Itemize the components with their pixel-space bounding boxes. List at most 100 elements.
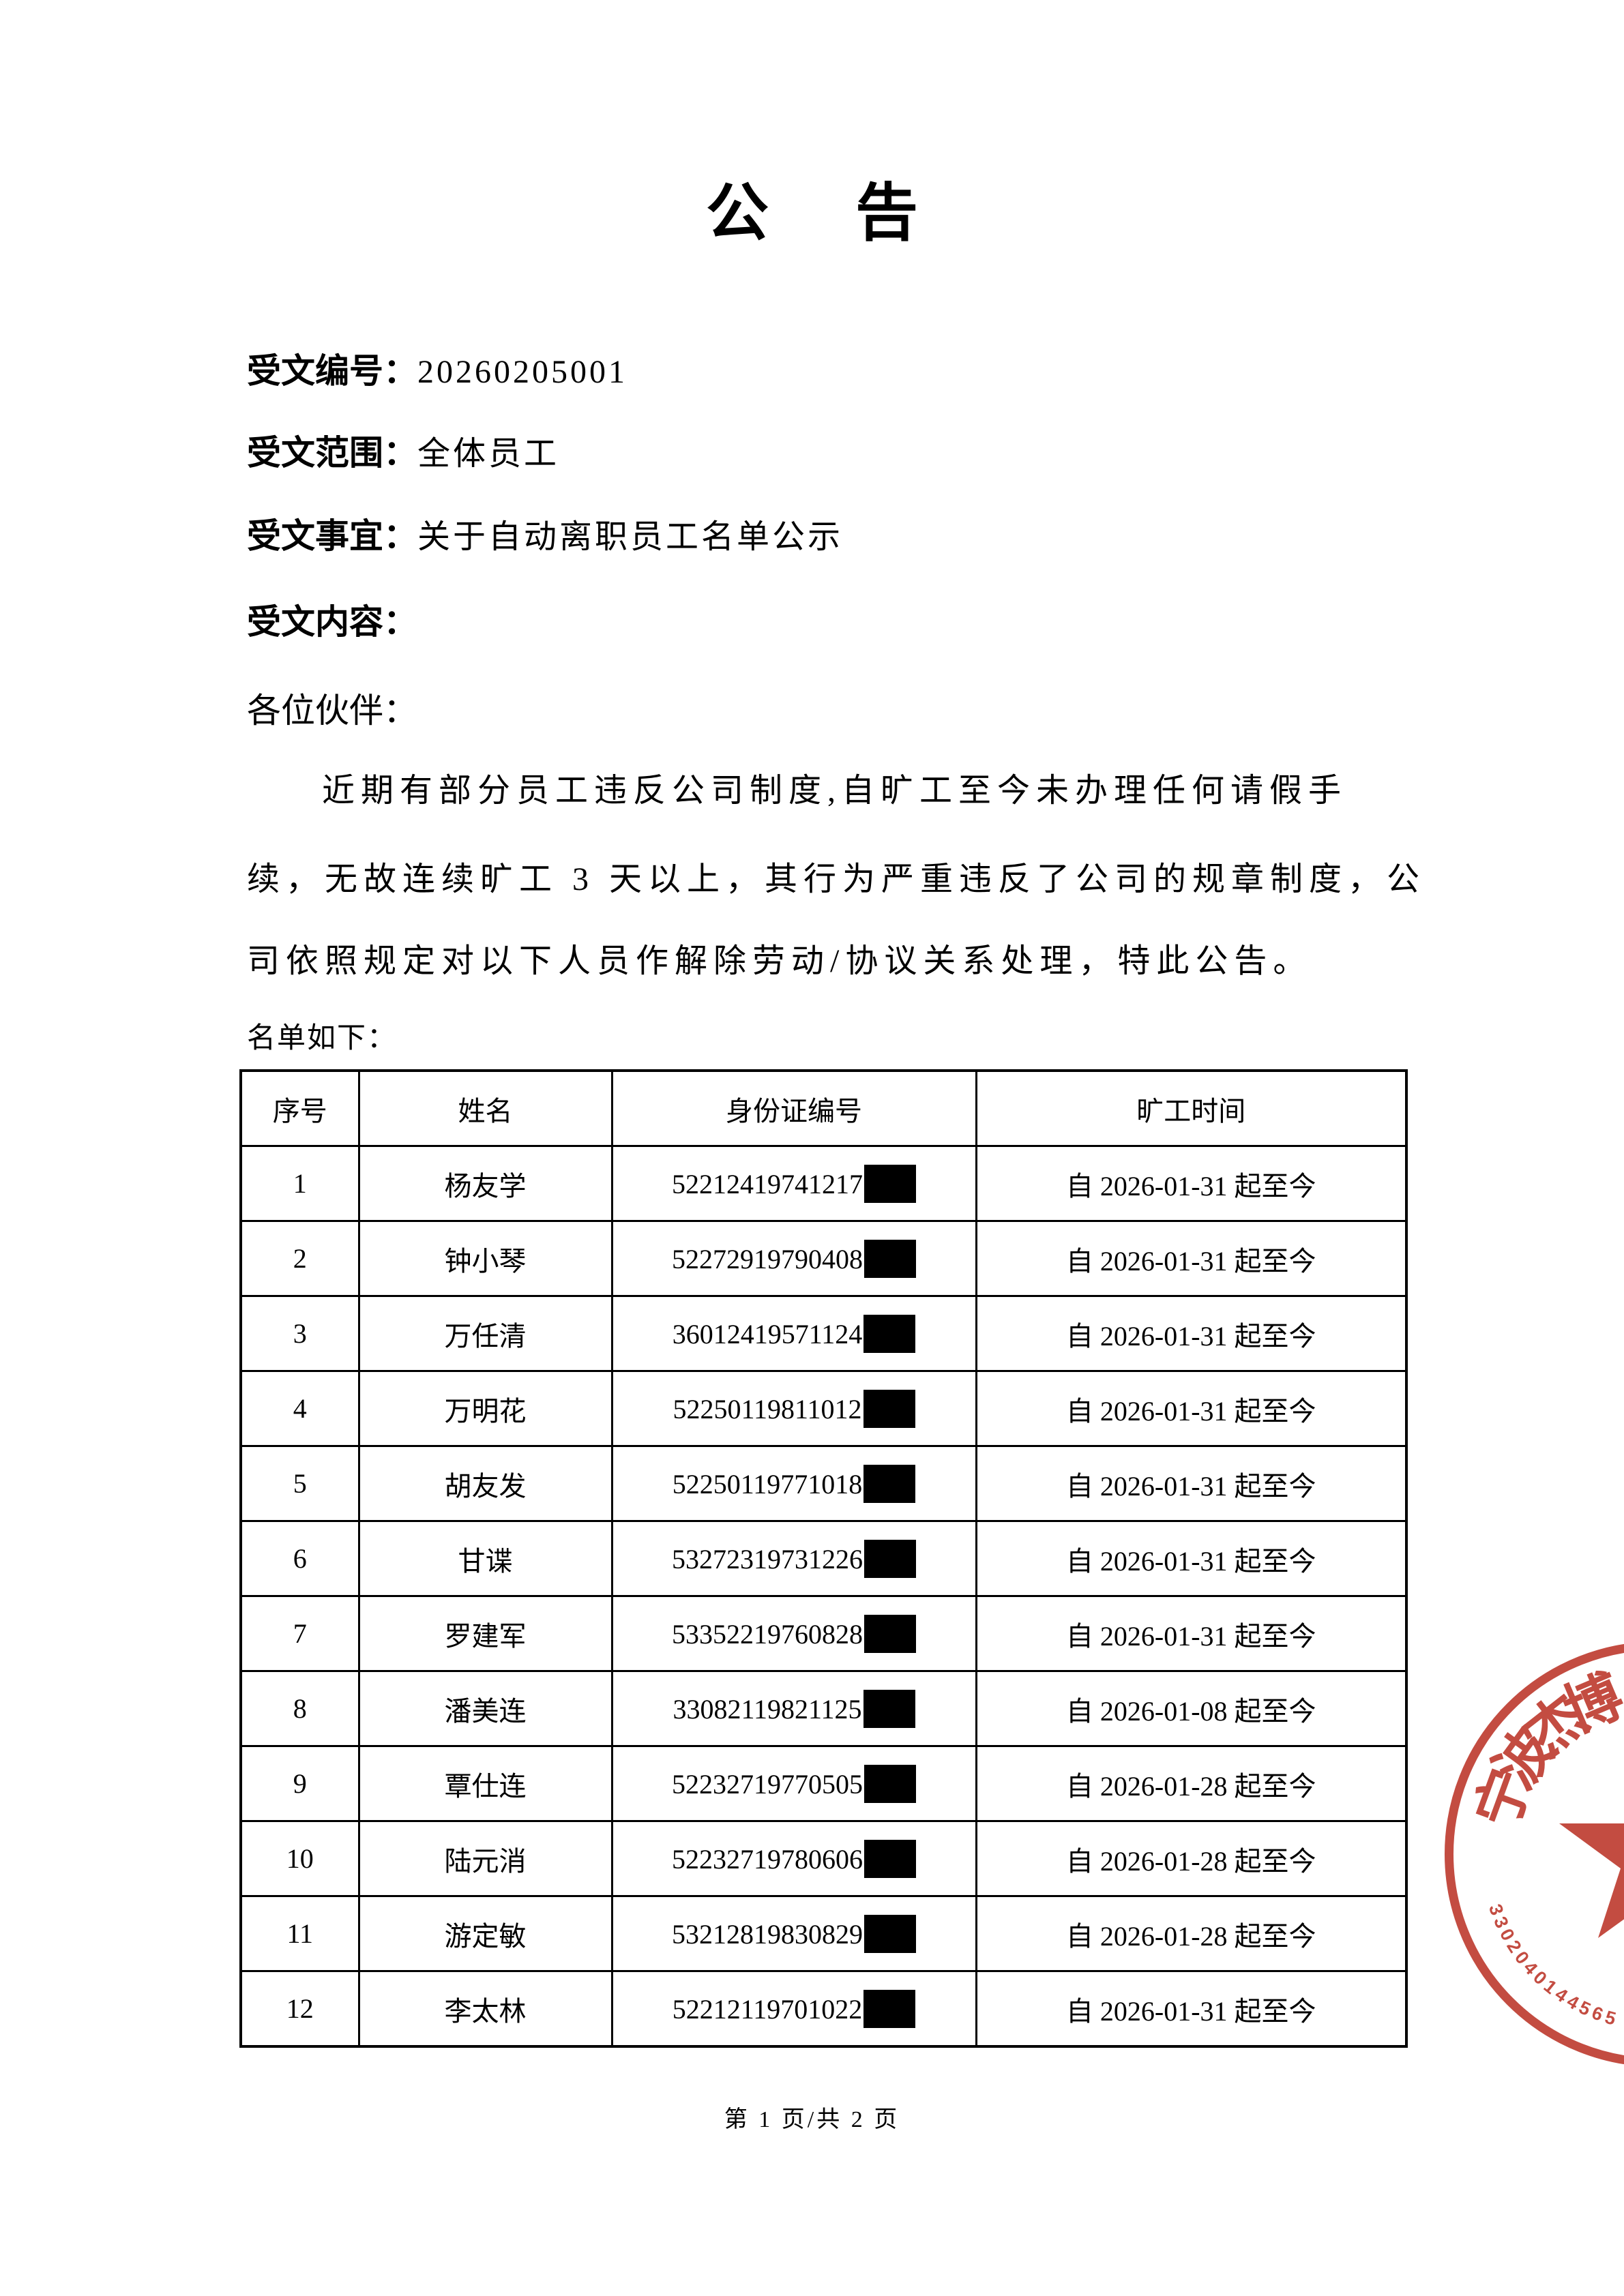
- field-doc-number: 受文编号：20260205001: [247, 352, 628, 391]
- absentee-table: 序号 姓名 身份证编号 旷工时间 1 杨友学 52212419741217 自 …: [239, 1069, 1408, 2048]
- id-digits: 52250119811012: [673, 1393, 862, 1425]
- field-doc-number-value: 20260205001: [417, 354, 628, 390]
- list-caption: 名单如下：: [247, 1023, 398, 1054]
- cell-id-number: 52272919790408: [610, 1220, 977, 1297]
- cell-absence-period: 自 2026-01-31 起至今: [975, 1295, 1408, 1372]
- redaction-box: [864, 1164, 916, 1203]
- cell-id-number: 52250119811012: [610, 1370, 977, 1447]
- table-row: 2 钟小琴 52272919790408 自 2026-01-31 起至今: [239, 1220, 1408, 1297]
- redaction-box: [864, 1614, 916, 1653]
- cell-name: 杨友学: [357, 1145, 613, 1222]
- field-doc-subject-label: 受文事宜：: [247, 517, 417, 555]
- cell-absence-period: 自 2026-01-08 起至今: [975, 1670, 1408, 1747]
- id-digits: 53212819830829: [672, 1918, 863, 1950]
- redaction-box: [863, 1689, 915, 1728]
- cell-name: 潘美连: [357, 1670, 613, 1747]
- id-digits: 52232719770505: [672, 1768, 863, 1800]
- table-row: 8 潘美连 33082119821125 自 2026-01-08 起至今: [239, 1670, 1408, 1747]
- cell-absence-period: 自 2026-01-28 起至今: [975, 1745, 1408, 1822]
- cell-id-number: 52232719770505: [610, 1745, 977, 1822]
- field-doc-content: 受文内容：: [247, 603, 417, 642]
- header-id-number: 身份证编号: [610, 1069, 977, 1147]
- header-absence-period: 旷工时间: [975, 1069, 1408, 1147]
- redaction-box: [864, 1839, 916, 1878]
- table-row: 9 覃仕连 52232719770505 自 2026-01-28 起至今: [239, 1745, 1408, 1822]
- cell-index: 6: [239, 1520, 360, 1597]
- cell-index: 1: [239, 1145, 360, 1222]
- salutation: 各位伙伴：: [247, 691, 417, 730]
- field-doc-scope-value: 全体员工: [417, 436, 560, 472]
- cell-name: 万任清: [357, 1295, 613, 1372]
- id-digits: 52272919790408: [672, 1243, 863, 1274]
- table-row: 6 甘谍 53272319731226 自 2026-01-31 起至今: [239, 1520, 1408, 1597]
- cell-id-number: 53212819830829: [610, 1895, 977, 1972]
- cell-index: 10: [239, 1820, 360, 1897]
- table-row: 1 杨友学 52212419741217 自 2026-01-31 起至今: [239, 1145, 1408, 1222]
- field-doc-number-label: 受文编号：: [247, 352, 417, 390]
- cell-id-number: 52250119771018: [610, 1445, 977, 1522]
- cell-index: 4: [239, 1370, 360, 1447]
- cell-absence-period: 自 2026-01-31 起至今: [975, 1970, 1408, 2048]
- cell-id-number: 52212419741217: [610, 1145, 977, 1222]
- table-row: 12 李太林 52212119701022 自 2026-01-31 起至今: [239, 1970, 1408, 2048]
- cell-absence-period: 自 2026-01-28 起至今: [975, 1895, 1408, 1972]
- page-number: 第 1 页/共 2 页: [724, 2107, 900, 2132]
- redaction-box: [864, 1239, 916, 1278]
- cell-index: 9: [239, 1745, 360, 1822]
- id-digits: 53352219760828: [672, 1618, 863, 1650]
- cell-name: 万明花: [357, 1370, 613, 1447]
- table-row: 7 罗建军 53352219760828 自 2026-01-31 起至今: [239, 1595, 1408, 1672]
- cell-absence-period: 自 2026-01-31 起至今: [975, 1595, 1408, 1672]
- cell-name: 游定敏: [357, 1895, 613, 1972]
- cell-name: 陆元消: [357, 1820, 613, 1897]
- id-digits: 52250119771018: [672, 1468, 863, 1500]
- cell-name: 胡友发: [357, 1445, 613, 1522]
- cell-absence-period: 自 2026-01-31 起至今: [975, 1220, 1408, 1297]
- cell-index: 11: [239, 1895, 360, 1972]
- cell-id-number: 52212119701022: [610, 1970, 977, 2048]
- cell-name: 李太林: [357, 1970, 613, 2048]
- id-digits: 33082119821125: [673, 1693, 862, 1725]
- field-doc-content-label: 受文内容：: [247, 603, 417, 641]
- company-seal-stamp: 宁 波 杰 博 3 3 0 2 0 4 0 1 4 4 5 6 5: [1445, 1641, 1624, 2067]
- cell-absence-period: 自 2026-01-31 起至今: [975, 1520, 1408, 1597]
- redaction-box: [864, 1539, 916, 1578]
- cell-name: 覃仕连: [357, 1745, 613, 1822]
- page-title: 公 告: [705, 179, 954, 248]
- cell-id-number: 53272319731226: [610, 1520, 977, 1597]
- cell-id-number: 52232719780606: [610, 1820, 977, 1897]
- table-row: 4 万明花 52250119811012 自 2026-01-31 起至今: [239, 1370, 1408, 1447]
- table-header-row: 序号 姓名 身份证编号 旷工时间: [239, 1069, 1408, 1147]
- table-row: 11 游定敏 53212819830829 自 2026-01-28 起至今: [239, 1895, 1408, 1972]
- redaction-box: [863, 1314, 916, 1353]
- header-index: 序号: [239, 1069, 360, 1147]
- cell-index: 5: [239, 1445, 360, 1522]
- cell-absence-period: 自 2026-01-31 起至今: [975, 1445, 1408, 1522]
- cell-index: 2: [239, 1220, 360, 1297]
- cell-absence-period: 自 2026-01-31 起至今: [975, 1370, 1408, 1447]
- table-row: 10 陆元消 52232719780606 自 2026-01-28 起至今: [239, 1820, 1408, 1897]
- cell-id-number: 53352219760828: [610, 1595, 977, 1672]
- cell-index: 7: [239, 1595, 360, 1672]
- redaction-box: [863, 1989, 916, 2028]
- cell-absence-period: 自 2026-01-31 起至今: [975, 1145, 1408, 1222]
- id-digits: 52212419741217: [672, 1168, 863, 1199]
- id-digits: 52212119701022: [672, 1993, 863, 2025]
- id-digits: 36012419571124: [672, 1318, 863, 1350]
- body-paragraph-line-2: 续，无故连续旷工 3 天以上，其行为严重违反了公司的规章制度，公: [247, 861, 1426, 897]
- cell-index: 12: [239, 1970, 360, 2048]
- cell-name: 罗建军: [357, 1595, 613, 1672]
- redaction-box: [863, 1389, 915, 1428]
- table-row: 5 胡友发 52250119771018 自 2026-01-31 起至今: [239, 1445, 1408, 1522]
- field-doc-scope: 受文范围：全体员工: [247, 434, 559, 473]
- field-doc-subject-value: 关于自动离职员工名单公示: [417, 519, 844, 555]
- field-doc-subject: 受文事宜：关于自动离职员工名单公示: [247, 517, 843, 556]
- field-doc-scope-label: 受文范围：: [247, 434, 417, 472]
- id-digits: 53272319731226: [672, 1543, 863, 1575]
- cell-id-number: 33082119821125: [610, 1670, 977, 1747]
- cell-name: 钟小琴: [357, 1220, 613, 1297]
- cell-index: 3: [239, 1295, 360, 1372]
- cell-id-number: 36012419571124: [610, 1295, 977, 1372]
- cell-name: 甘谍: [357, 1520, 613, 1597]
